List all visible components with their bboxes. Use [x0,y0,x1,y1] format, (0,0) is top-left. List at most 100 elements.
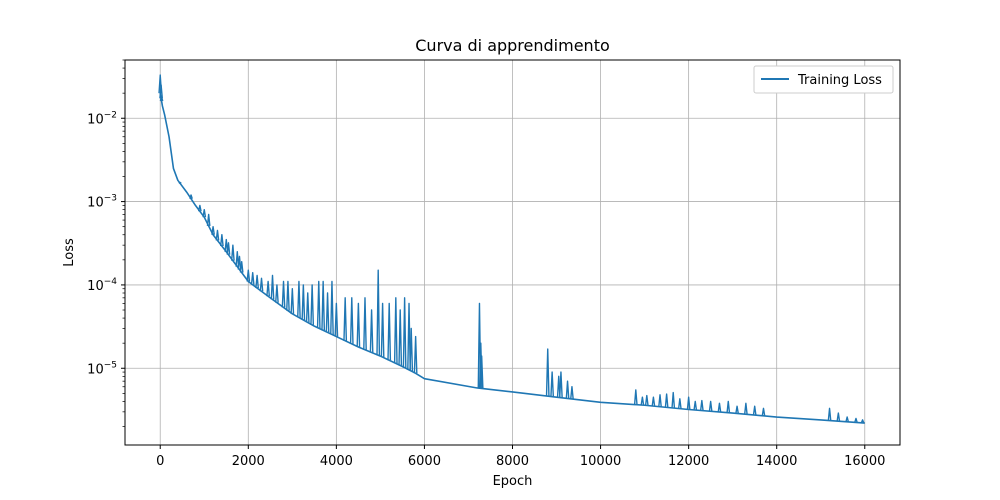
loss-spike [369,309,374,353]
loss-spike [325,292,330,333]
y-tick-label: 10−2 [87,110,117,127]
loss-spike [259,277,264,292]
loss-spike [239,260,244,273]
loss-spike [159,84,164,99]
loss-spike [393,297,398,364]
loss-spike [237,255,242,270]
axis-ticks: 0 2000 4000 6000 8000 10000 12000 14000 16000 10−… [87,59,885,469]
x-tick-label: 16000 [844,454,885,469]
loss-spike [860,419,865,424]
loss-spike [380,302,385,358]
loss-spike [677,398,682,409]
loss-spike [559,371,563,398]
loss-spike [178,181,182,184]
x-tick-label: 2000 [232,454,265,469]
loss-spike [479,355,484,389]
loss-spike [743,402,748,415]
loss-spike [297,280,301,318]
loss-spike [349,297,354,344]
x-tick-label: 10000 [580,454,621,469]
loss-spike [224,238,229,252]
loss-spike [708,400,713,412]
loss-spike [413,335,418,374]
loss-spike [215,229,220,241]
loss-spike [250,272,255,285]
loss-spike [321,280,326,331]
x-tick-label: 12000 [668,454,709,469]
loss-spike [644,394,649,406]
loss-spike [211,225,215,235]
loss-spike [565,380,570,399]
y-tick-label: 10−3 [87,194,117,211]
loss-spike [726,400,731,413]
loss-spike [235,251,240,267]
loss-spike [570,386,574,400]
x-tick-label: 14000 [756,454,797,469]
loss-spike [686,396,691,410]
x-tick-label: 0 [156,454,164,469]
loss-spike [407,302,411,370]
loss-spike [330,280,334,335]
loss-spike [202,208,207,218]
loss-spike [301,284,306,321]
loss-spike [275,284,279,303]
y-tick-label: 10−4 [87,277,117,294]
loss-spike [266,280,271,297]
loss-spike [387,302,392,361]
loss-spike [281,280,286,308]
x-tick-label: 6000 [408,454,441,469]
chart-title: Curva di apprendimento [415,36,610,55]
loss-spike [255,274,259,289]
y-axis-label: Loss [62,238,77,267]
loss-spike [402,297,407,368]
loss-spike [398,309,403,366]
loss-spike [854,417,858,423]
loss-spike [356,302,361,348]
y-tick-label: 10−5 [87,360,117,377]
loss-spike [836,412,841,422]
loss-spike [633,389,638,405]
loss-spike [159,96,164,102]
training-loss-line [159,93,865,424]
loss-spike [693,400,698,411]
x-tick-label: 4000 [320,454,353,469]
loss-spike [651,396,656,407]
loss-spike [189,194,193,199]
loss-spike [545,348,550,397]
loss-spike [206,213,211,227]
loss-spike [197,204,202,212]
loss-spike [409,327,414,372]
loss-spike [316,280,321,329]
loss-spike [334,302,339,337]
loss-spike [845,416,850,422]
loss-spike [363,297,367,350]
loss-spike [658,394,662,407]
loss-spike [761,407,766,416]
legend-label: Training Loss [797,73,882,88]
loss-spike [305,292,310,323]
legend-box [753,65,894,94]
loss-spike [343,297,348,341]
loss-spike [671,391,676,409]
loss-spike [226,242,231,255]
loss-spike [752,405,757,416]
loss-spike [827,407,832,421]
loss-spike [550,371,555,397]
legend: Training Loss [753,65,894,94]
loss-spike [735,405,739,414]
loss-spike [290,288,295,314]
x-axis-label: Epoch [493,474,533,489]
loss-spike [230,244,235,261]
loss-spike [270,274,275,300]
line-series [158,74,865,424]
loss-spike [376,269,381,356]
loss-spike [640,396,645,406]
loss-spike [699,399,704,411]
loss-spike [286,280,290,311]
loss-spike [664,393,669,408]
x-tick-label: 8000 [496,454,529,469]
loss-spike [246,269,251,282]
loss-spike [717,402,722,413]
loss-spike [219,234,224,247]
